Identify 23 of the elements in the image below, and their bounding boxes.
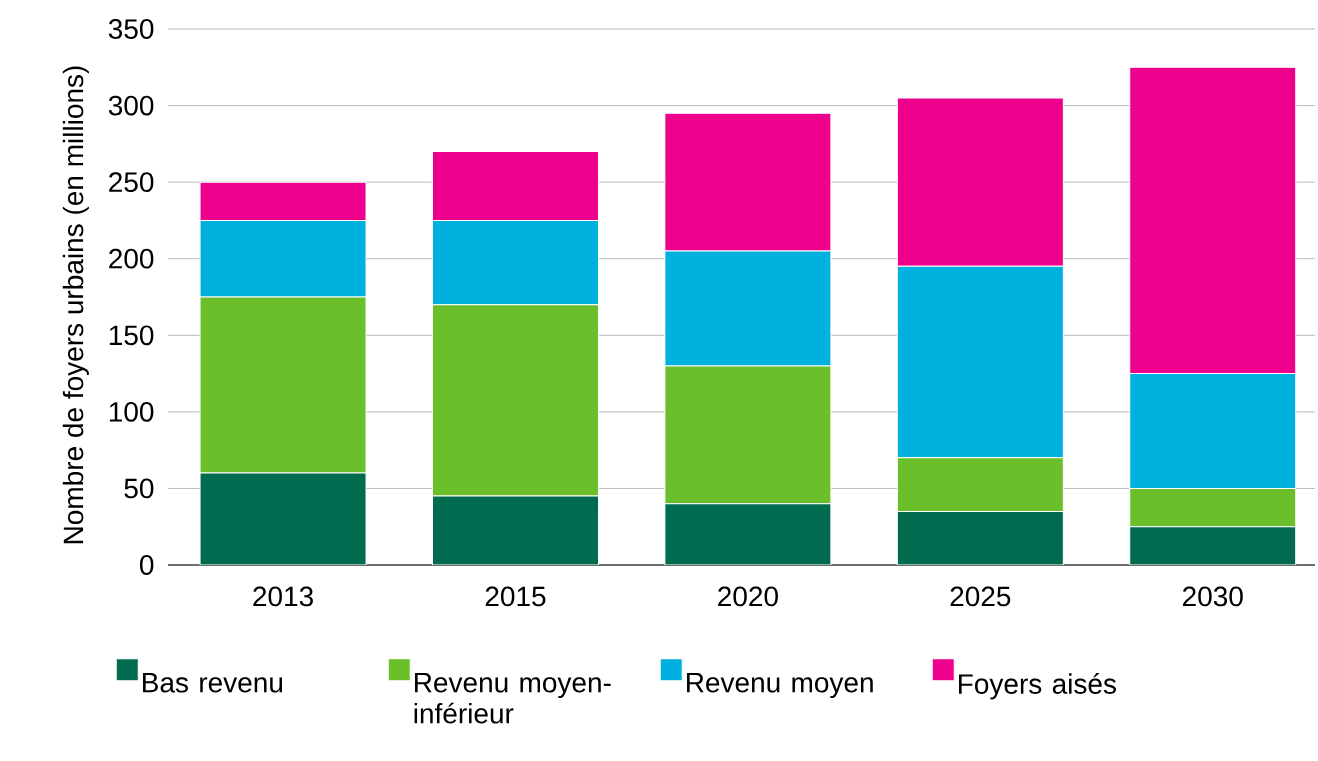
y-tick-label: 0 bbox=[139, 555, 154, 575]
legend-label: Revenu moyen bbox=[687, 673, 873, 699]
bar bbox=[896, 510, 1064, 565]
legend-label: Foyers aisés bbox=[959, 673, 1116, 700]
y-tick-label: 350 bbox=[108, 19, 154, 39]
legend-label: Revenu moyen-inférieur bbox=[414, 673, 611, 724]
x-tick-label: 2013 bbox=[253, 586, 313, 607]
legend-label: Bas revenu bbox=[143, 673, 283, 693]
bar bbox=[431, 495, 599, 565]
y-tick-label: 50 bbox=[124, 478, 154, 499]
x-tick-label: 2030 bbox=[1183, 586, 1243, 607]
y-tick-label: 250 bbox=[109, 172, 154, 193]
x-tick-label: 2025 bbox=[950, 586, 1011, 607]
bar bbox=[199, 472, 367, 565]
y-tick-label: 300 bbox=[108, 95, 154, 116]
bar bbox=[1129, 526, 1297, 565]
x-tick-label: 2020 bbox=[718, 586, 778, 607]
y-tick-label: 150 bbox=[109, 325, 154, 346]
y-tick-label: 200 bbox=[109, 248, 154, 269]
x-tick-label: 2015 bbox=[485, 586, 546, 607]
y-axis-title: Nombre de foyers urbains (en millions) bbox=[62, 66, 89, 544]
y-tick-label: 100 bbox=[109, 401, 154, 422]
bar bbox=[664, 503, 832, 565]
